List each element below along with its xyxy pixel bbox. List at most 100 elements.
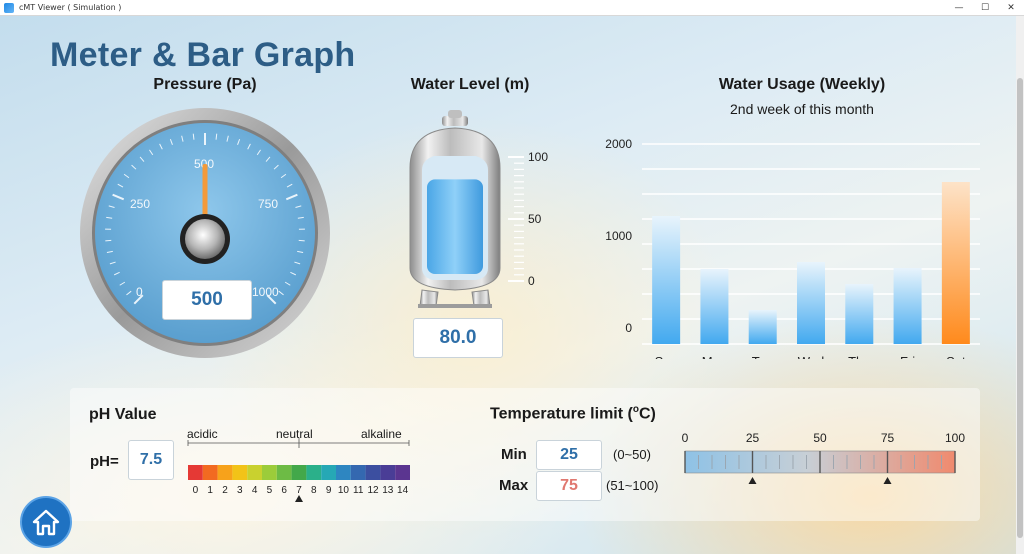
temperature-scale: 0 25 50 75 100 bbox=[682, 431, 966, 484]
x-tick-label: Wed bbox=[798, 354, 825, 359]
x-tick-label: Sun bbox=[655, 354, 678, 359]
home-button[interactable] bbox=[20, 496, 72, 548]
temperature-min-input[interactable]: 25 bbox=[536, 440, 602, 470]
water-level-value[interactable]: 80.0 bbox=[413, 318, 503, 358]
gauge-tick bbox=[297, 250, 304, 253]
degree-symbol: o bbox=[632, 404, 639, 415]
ph-tick-label: 6 bbox=[281, 485, 287, 496]
ph-tick-label: 13 bbox=[382, 485, 394, 496]
ph-cell bbox=[276, 465, 292, 480]
gauge-tick bbox=[106, 250, 113, 253]
gauge-tick bbox=[280, 173, 287, 179]
temperature-tick-label: 25 bbox=[746, 431, 760, 445]
minimize-button[interactable]: — bbox=[954, 3, 964, 13]
scrollbar-thumb[interactable] bbox=[1017, 78, 1023, 538]
water-tank: 100 50 0 bbox=[409, 110, 548, 308]
ph-tick-label: 0 bbox=[193, 485, 199, 496]
ph-cell bbox=[188, 465, 203, 480]
gauge-tick bbox=[117, 183, 124, 188]
ph-value[interactable]: 7.5 bbox=[128, 440, 174, 480]
pressure-value[interactable]: 500 bbox=[162, 280, 252, 320]
ph-cell bbox=[202, 465, 218, 480]
scale-tick-label: 50 bbox=[528, 212, 542, 226]
temperature-min-range: (0~50) bbox=[613, 447, 651, 462]
ph-cell bbox=[365, 465, 381, 480]
ph-cell bbox=[291, 465, 307, 480]
tank-base bbox=[418, 304, 492, 308]
y-tick-label: 1000 bbox=[605, 229, 632, 243]
pressure-title: Pressure (Pa) bbox=[153, 76, 257, 93]
gauge-tick bbox=[192, 133, 195, 140]
gauge-tick bbox=[294, 261, 301, 265]
x-tick-label: Tue bbox=[752, 354, 774, 359]
gauge-hub bbox=[185, 219, 225, 259]
tank-valve bbox=[442, 116, 468, 126]
ph-tick-label: 1 bbox=[207, 485, 213, 496]
tank-valve-top bbox=[448, 110, 462, 118]
temperature-max-label: Max bbox=[499, 477, 529, 494]
gauge-tick bbox=[123, 173, 130, 179]
vertical-scrollbar[interactable] bbox=[1016, 16, 1024, 554]
gauge-tick bbox=[266, 294, 277, 305]
water-level-title: Water Level (m) bbox=[410, 76, 530, 93]
gauge-tick bbox=[106, 216, 113, 219]
ph-tick-label: 4 bbox=[252, 485, 258, 496]
ph-tick-label: 11 bbox=[353, 485, 364, 496]
gauge-tick bbox=[169, 139, 173, 145]
x-tick-label: Mon bbox=[702, 354, 727, 359]
temperature-min-label: Min bbox=[501, 446, 527, 463]
temperature-max-range: (51~100) bbox=[606, 478, 659, 493]
chart-x-labels: Sun Mon Tue Wed Thu Fri Sat bbox=[655, 354, 966, 359]
app-icon bbox=[4, 2, 14, 13]
chart-bars bbox=[652, 182, 970, 344]
ph-title: pH Value bbox=[89, 406, 157, 423]
water-usage-title: Water Usage (Weekly) bbox=[718, 76, 886, 93]
ph-tick-label: 8 bbox=[311, 485, 317, 496]
x-tick-label: Sat bbox=[946, 354, 966, 359]
close-button[interactable]: ✕ bbox=[1007, 3, 1015, 13]
y-tick-label: 0 bbox=[625, 321, 632, 335]
ph-cell bbox=[336, 465, 351, 480]
gauge-tick bbox=[284, 281, 291, 286]
ph-tick-label: 7 bbox=[296, 485, 302, 496]
gauge-tick bbox=[295, 205, 302, 208]
water-usage-subtitle: 2nd week of this month bbox=[730, 101, 874, 117]
temperature-max-input[interactable]: 75 bbox=[536, 471, 602, 501]
tank-foot bbox=[471, 289, 491, 307]
bar-mon bbox=[700, 269, 729, 344]
temperature-tick-label: 100 bbox=[945, 431, 965, 445]
bar-sun bbox=[652, 216, 681, 344]
temperature-title-unit: C) bbox=[638, 405, 656, 423]
bar-fri bbox=[893, 268, 922, 344]
maximize-button[interactable]: ☐ bbox=[980, 3, 990, 13]
water-level-scale bbox=[508, 156, 524, 282]
x-tick-label: Thu bbox=[848, 354, 870, 359]
gauge-tick bbox=[139, 156, 145, 162]
ph-tick-label: 3 bbox=[237, 485, 243, 496]
ph-cell bbox=[321, 465, 336, 480]
temperature-tick-label: 50 bbox=[813, 431, 827, 445]
gauge-tick bbox=[256, 149, 261, 156]
ph-cell bbox=[262, 465, 277, 480]
gauge-tick bbox=[273, 164, 279, 170]
gauge-tick bbox=[237, 139, 241, 145]
ph-tick-label: 10 bbox=[338, 485, 350, 496]
ph-tick-label: 5 bbox=[267, 485, 273, 496]
ph-cell bbox=[350, 465, 366, 480]
gauge-tick bbox=[159, 143, 163, 150]
gauge-tick bbox=[226, 135, 229, 142]
ph-acidic-label: acidic bbox=[187, 427, 218, 441]
ph-cell bbox=[395, 465, 410, 480]
page-title: Meter & Bar Graph bbox=[50, 36, 356, 74]
ph-label: pH= bbox=[90, 453, 119, 470]
temperature-tick-labels: 0 25 50 75 100 bbox=[682, 431, 966, 445]
gauge-tick bbox=[286, 183, 293, 188]
temperature-limit-marker bbox=[883, 477, 892, 484]
pressure-gauge: 0 250 500 750 1000 bbox=[80, 108, 330, 358]
gauge-tick bbox=[131, 164, 137, 170]
home-icon bbox=[32, 509, 60, 536]
gauge-tick bbox=[181, 135, 184, 142]
scale-tick-label: 0 bbox=[528, 274, 535, 288]
scale-tick-label: 100 bbox=[528, 150, 548, 164]
gauge-tick bbox=[112, 193, 125, 201]
